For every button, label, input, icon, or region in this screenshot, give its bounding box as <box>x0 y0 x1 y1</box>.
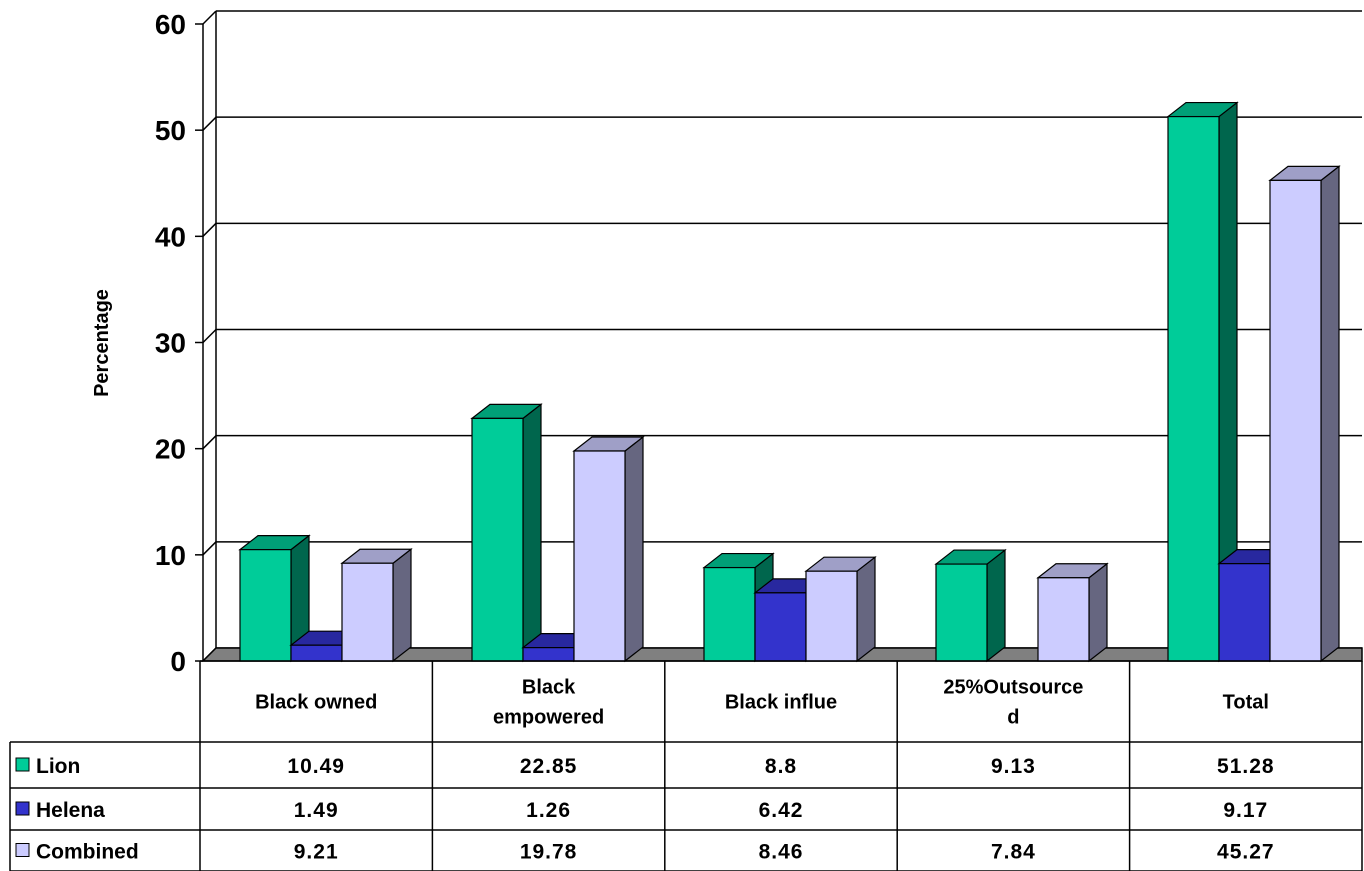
gridline-side <box>202 222 217 237</box>
y-tick-label: 20 <box>155 434 186 465</box>
bar-front <box>935 563 988 662</box>
bar-combined-1 <box>572 435 645 663</box>
plot-area: 0 10 20 30 40 50 60 <box>155 9 1363 677</box>
bar-front <box>754 592 807 662</box>
legend-label-lion: Lion <box>36 755 80 778</box>
category-label: Black owned <box>255 692 377 714</box>
category-label: Total <box>1223 692 1269 714</box>
category-label: 25%Outsource <box>943 677 1083 699</box>
gridline-side <box>202 10 217 25</box>
bar-side <box>1088 562 1108 663</box>
table-cell: 1.26 <box>526 799 571 822</box>
y-axis-label: Percentage <box>91 289 113 397</box>
bar-side <box>522 403 542 663</box>
gridline-side <box>202 328 217 344</box>
bar-lion-3 <box>934 548 1007 663</box>
y-tick-label: 0 <box>170 646 186 677</box>
bar-side <box>1320 165 1340 663</box>
bar-front <box>471 417 524 662</box>
bar-front <box>573 450 626 662</box>
category-label: Black <box>522 677 576 699</box>
table-cell: 19.78 <box>520 841 578 864</box>
table-cell: 9.17 <box>1223 799 1268 822</box>
table-cell: 8.46 <box>759 841 804 864</box>
bar-side <box>392 547 412 663</box>
y-tick-label: 60 <box>155 9 186 40</box>
bar-combined-4 <box>1268 165 1341 663</box>
bar-front <box>703 566 756 662</box>
gridline-side <box>202 116 217 131</box>
table-cell: 51.28 <box>1217 755 1275 778</box>
bar-front <box>290 644 343 662</box>
bar-lion-0 <box>238 534 311 663</box>
y-tick-label: 50 <box>155 115 186 146</box>
bar-side <box>986 548 1006 663</box>
y-tick-label: 10 <box>155 540 186 571</box>
category-label: empowered <box>493 707 604 729</box>
y-tick-label: 30 <box>155 328 186 359</box>
category-label: d <box>1007 707 1019 729</box>
bar-front <box>1037 577 1090 662</box>
table-cell: 7.84 <box>991 841 1036 864</box>
bar-front <box>1218 563 1271 662</box>
bar-side <box>624 435 644 663</box>
bar-front <box>1269 179 1322 662</box>
bar-front <box>522 647 575 662</box>
table-cell: 9.21 <box>294 841 339 864</box>
legend-swatch-helena <box>15 801 30 816</box>
bar-combined-3 <box>1036 562 1109 663</box>
table-cell: 9.13 <box>991 755 1036 778</box>
legend-label-combined: Combined <box>36 841 139 864</box>
bar-lion-4 <box>1166 101 1239 663</box>
legend-swatch-combined <box>15 843 30 857</box>
table-cell: 45.27 <box>1217 841 1275 864</box>
bar-front <box>805 570 858 662</box>
y-tick-label: 40 <box>155 221 186 252</box>
table-cell: 10.49 <box>287 755 345 778</box>
legend-label-helena: Helena <box>36 799 105 822</box>
table-cell: 22.85 <box>520 755 578 778</box>
bar-combined-0 <box>340 547 413 663</box>
data-table: Black owned Black empowered Black influe 25%… <box>9 660 1363 871</box>
table-cell: 6.42 <box>759 799 804 822</box>
bar-side <box>856 555 876 663</box>
bar-front <box>239 549 292 662</box>
legend-swatch-lion <box>15 757 30 772</box>
table-cell: 8.8 <box>765 755 797 778</box>
gridline-side <box>202 541 217 556</box>
gridline-side <box>202 435 217 450</box>
table-cell: 1.49 <box>294 799 339 822</box>
bar-front <box>341 562 394 662</box>
category-label: Black influe <box>725 692 837 714</box>
bar-lion-1 <box>470 403 543 663</box>
bar-combined-2 <box>804 555 877 663</box>
bar-front <box>1167 115 1220 662</box>
